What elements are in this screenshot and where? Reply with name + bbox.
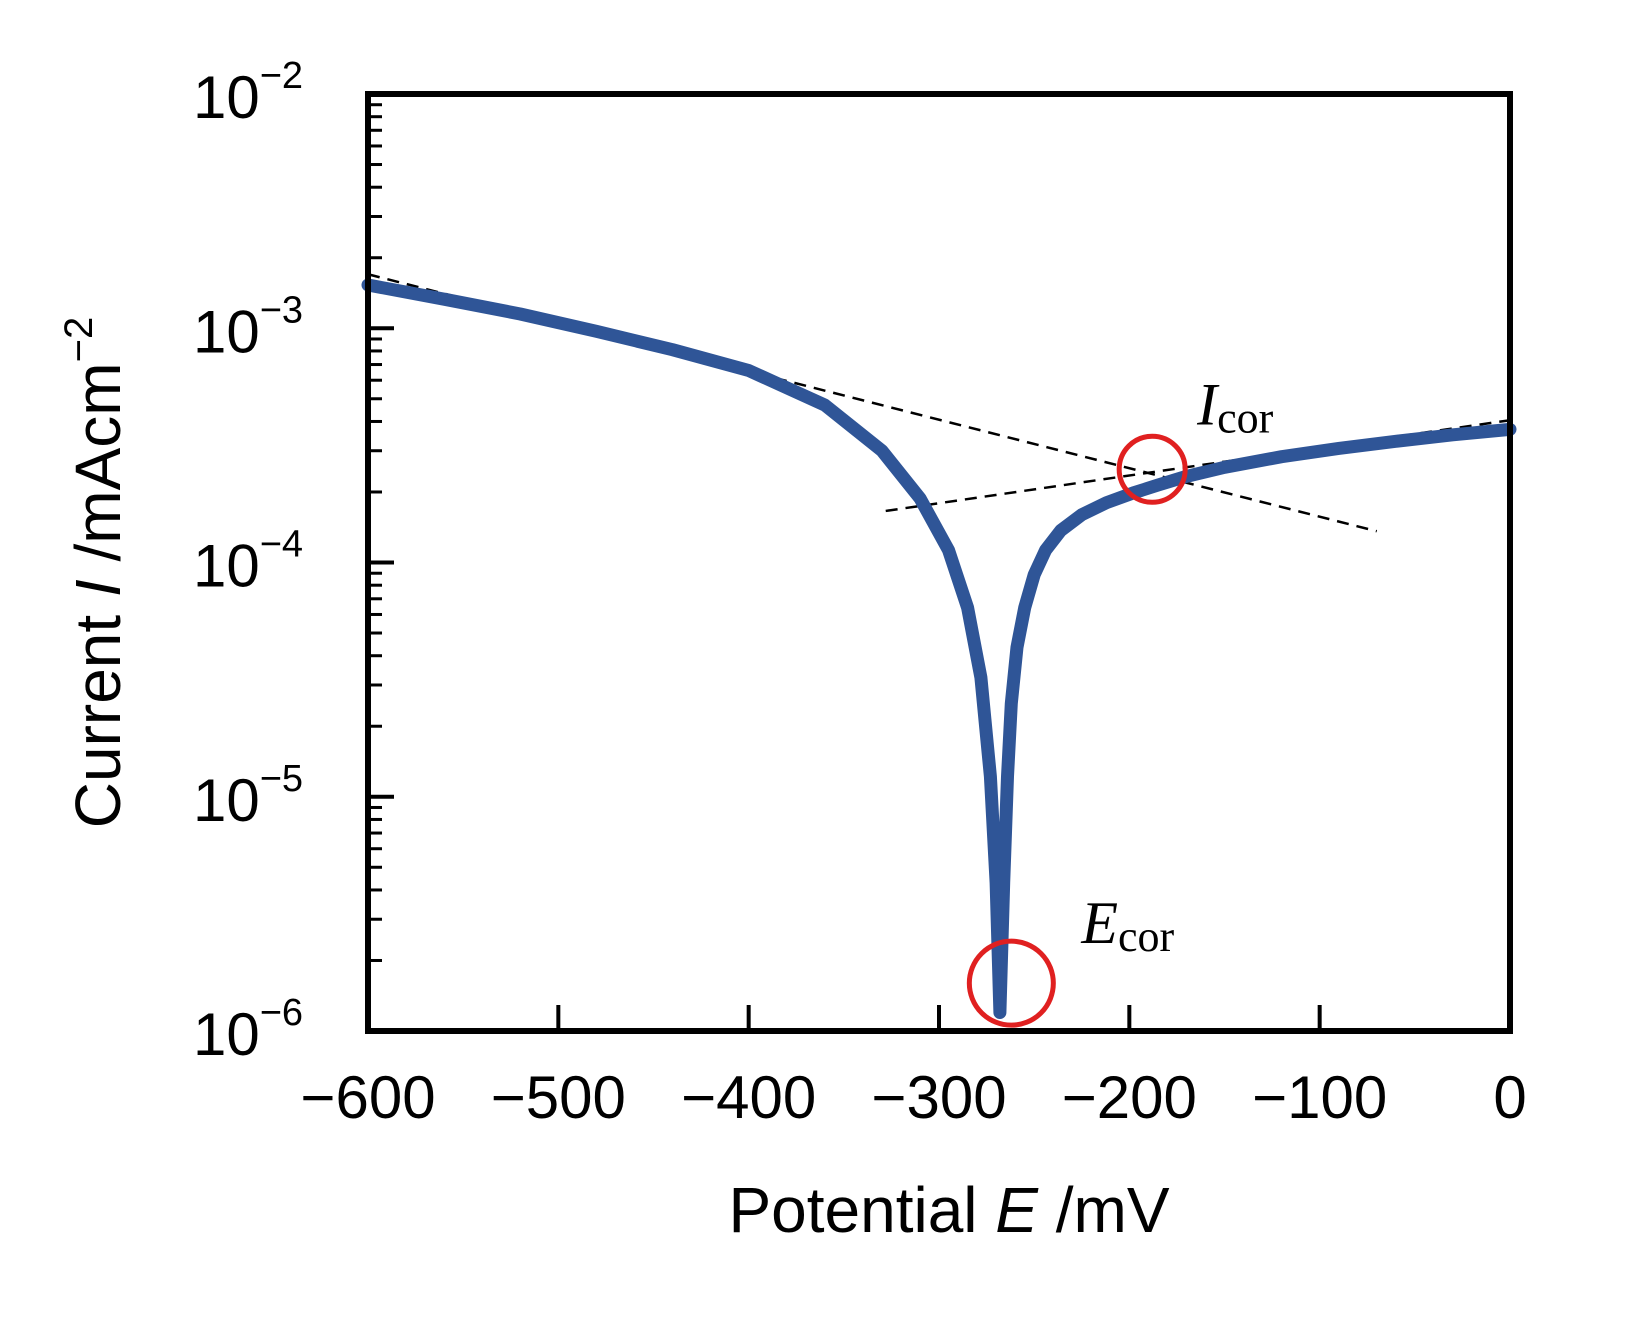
x-tick-label: −400: [681, 1064, 816, 1131]
y-tick-exponent: −5: [260, 758, 303, 800]
y-tick-exponent: −2: [260, 55, 303, 97]
annotation-main: I: [1196, 371, 1220, 437]
y-tick-label: 10−5: [193, 758, 303, 834]
x-tick-label: −100: [1252, 1064, 1387, 1131]
annotation-label: Icor: [1196, 371, 1274, 442]
marker-circle: [1116, 433, 1188, 505]
annotation-main: E: [1080, 890, 1118, 956]
y-tick-base: 10: [193, 767, 260, 834]
y-tick-exponent: −3: [260, 289, 303, 331]
x-tick-label: −600: [300, 1064, 435, 1131]
annotation-sub: cor: [1118, 912, 1175, 961]
y-tick-base: 10: [193, 533, 260, 600]
y-tick-label: 10−4: [193, 524, 303, 600]
series-line: [361, 278, 1517, 1019]
annotation-label: Ecor: [1080, 890, 1174, 961]
x-tick-label: −500: [491, 1064, 626, 1131]
x-tick-label: −300: [871, 1064, 1006, 1131]
tangent-line: [367, 273, 1378, 533]
y-tick-label: 10−6: [193, 992, 303, 1068]
data-series: [361, 278, 1517, 1019]
plot-frame: [365, 91, 1513, 1034]
y-tick-label: 10−3: [193, 289, 303, 365]
x-axis-title: Potential E /mV: [728, 1174, 1169, 1246]
y-axis-ticks: 10−610−510−410−310−2: [193, 55, 394, 1068]
annotation-sub: cor: [1217, 393, 1274, 442]
y-axis-title: Current I /mAcm−2: [57, 317, 134, 828]
y-tick-exponent: −6: [260, 992, 303, 1034]
y-tick-base: 10: [193, 64, 260, 131]
x-tick-label: 0: [1493, 1064, 1526, 1131]
y-tick-label: 10−2: [193, 55, 303, 131]
y-tick-exponent: −4: [260, 524, 303, 566]
x-tick-label: −200: [1062, 1064, 1197, 1131]
marker-circle: [966, 938, 1056, 1028]
y-tick-base: 10: [193, 1001, 260, 1068]
y-tick-base: 10: [193, 298, 260, 365]
x-axis-ticks: −600 −500 −400 −300 −200 −100 0: [300, 1005, 1527, 1131]
annotation-markers: [966, 433, 1188, 1028]
